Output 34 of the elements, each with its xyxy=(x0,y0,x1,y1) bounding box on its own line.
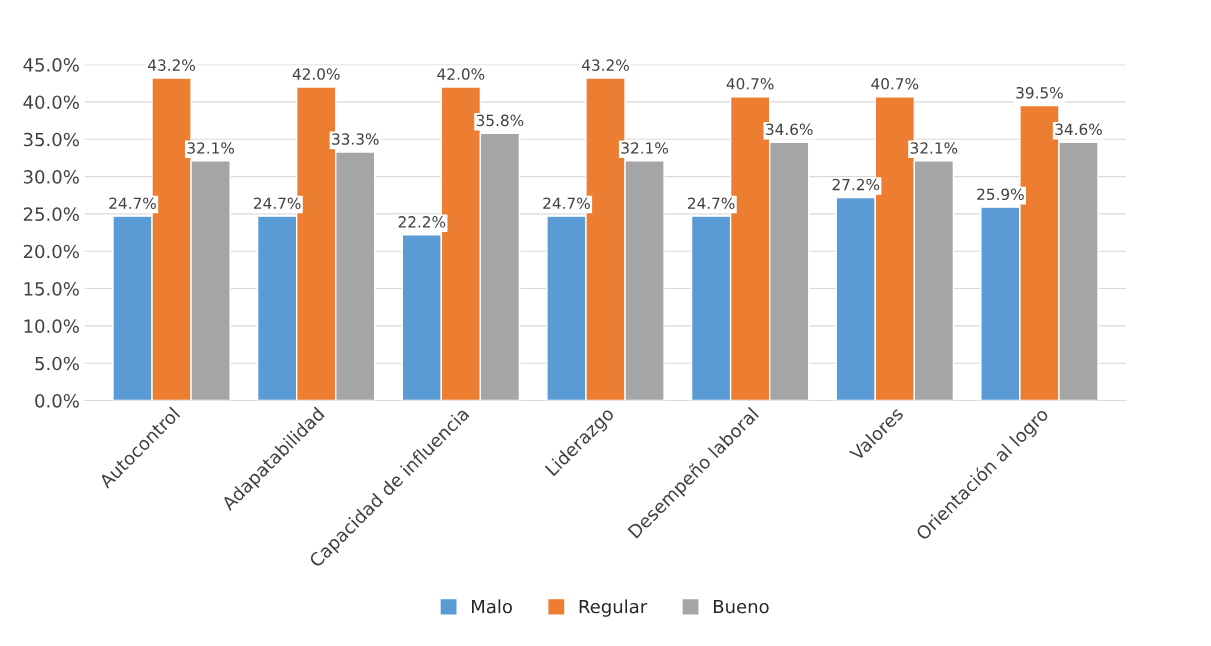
y-tick-label: 45.0% xyxy=(23,58,79,72)
data-label: 39.5% xyxy=(1016,86,1063,99)
y-tick-label: 30.0% xyxy=(23,170,79,184)
y-tick-label: 35.0% xyxy=(23,132,79,147)
data-label: 25.9% xyxy=(977,188,1024,201)
data-label: 22.2% xyxy=(398,216,446,228)
data-label: 34.6% xyxy=(766,123,813,136)
data-label: 24.7% xyxy=(109,197,156,210)
legend-label: Regular xyxy=(579,599,648,617)
data-label: 32.1% xyxy=(910,142,958,154)
y-tick-label: 5.0% xyxy=(35,356,79,371)
data-label: 24.7% xyxy=(543,197,590,210)
y-tick-label: 0.0% xyxy=(35,393,79,408)
data-label: 40.7% xyxy=(726,78,774,90)
data-label: 34.6% xyxy=(1055,123,1102,136)
y-tick-label: 20.0% xyxy=(23,244,79,259)
data-label: 42.0% xyxy=(292,68,340,80)
data-label: 32.1% xyxy=(187,142,235,154)
y-tick-label: 15.0% xyxy=(24,282,79,296)
data-label: 35.8% xyxy=(476,114,524,127)
data-label: 32.1% xyxy=(621,142,668,154)
data-label: 43.2% xyxy=(581,59,629,71)
y-tick-label: 40.0% xyxy=(23,95,79,110)
y-tick-label: 10.0% xyxy=(24,319,79,333)
data-label: 42.0% xyxy=(437,68,485,80)
y-tick-label: 25.0% xyxy=(23,207,79,222)
data-label: 43.2% xyxy=(148,59,195,71)
legend-label: Malo xyxy=(472,599,512,614)
data-label: 24.7% xyxy=(687,197,735,210)
data-label: 24.7% xyxy=(254,197,301,210)
data-label: 33.3% xyxy=(332,133,379,145)
legend-label: Bueno xyxy=(713,599,769,614)
data-label: 27.2% xyxy=(832,178,880,191)
data-label: 40.7% xyxy=(871,78,919,90)
